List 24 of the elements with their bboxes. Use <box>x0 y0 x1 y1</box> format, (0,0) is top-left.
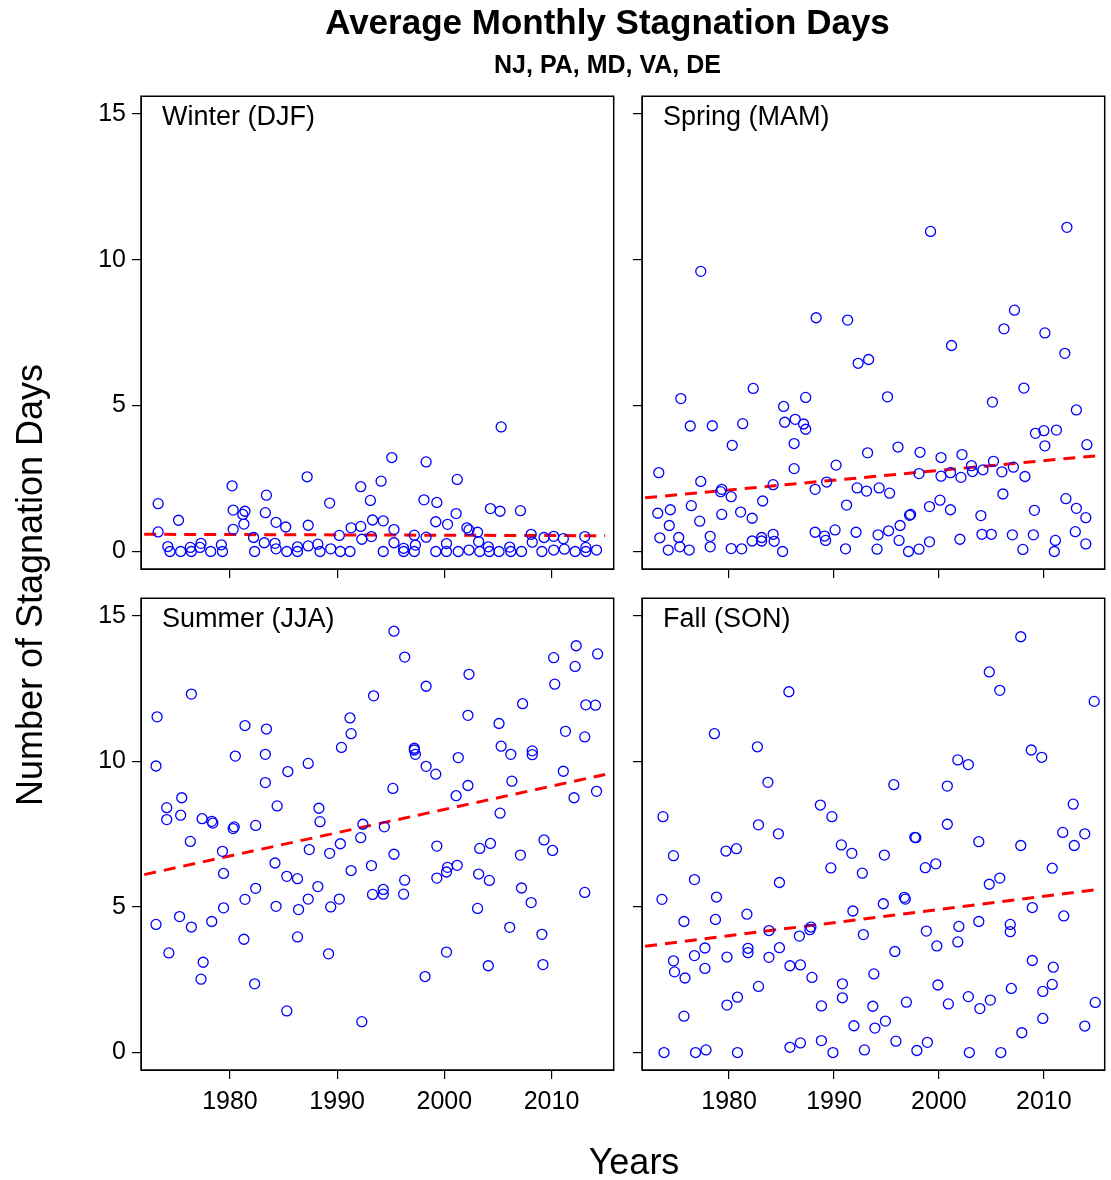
annotation: Spring (MAM) <box>663 101 830 132</box>
y-tick-label: 5 <box>112 389 126 418</box>
annotation: Winter (DJF) <box>162 101 315 132</box>
annotation: Summer (JJA) <box>162 603 335 634</box>
x-tick-label: 1980 <box>202 1085 258 1114</box>
x-tick-label: 2010 <box>523 1085 580 1114</box>
x-tick-label: 2000 <box>911 1085 967 1114</box>
y-tick-label: 10 <box>98 243 126 272</box>
x-tick-label: 2010 <box>1016 1085 1072 1114</box>
y-tick-label: 15 <box>98 97 126 126</box>
x-axis-title: Years <box>588 1141 680 1180</box>
y-tick-label: 15 <box>98 599 126 628</box>
y-tick-label: 10 <box>98 745 126 774</box>
y-axis-title: Number of Stagnation Days <box>9 363 51 807</box>
x-tick-label: 2000 <box>416 1085 473 1114</box>
chart-title: Average Monthly Stagnation Days <box>324 2 891 42</box>
y-tick-label: 0 <box>112 535 126 564</box>
annotation: Fall (SON) <box>663 603 791 634</box>
x-tick-label: 1980 <box>701 1085 757 1114</box>
x-tick-label: 1990 <box>806 1085 862 1114</box>
x-tick-label: 1990 <box>309 1085 365 1114</box>
y-tick-label: 5 <box>112 890 126 919</box>
y-tick-label: 0 <box>112 1036 126 1065</box>
chart-subtitle: NJ, PA, MD, VA, DE <box>493 50 722 79</box>
